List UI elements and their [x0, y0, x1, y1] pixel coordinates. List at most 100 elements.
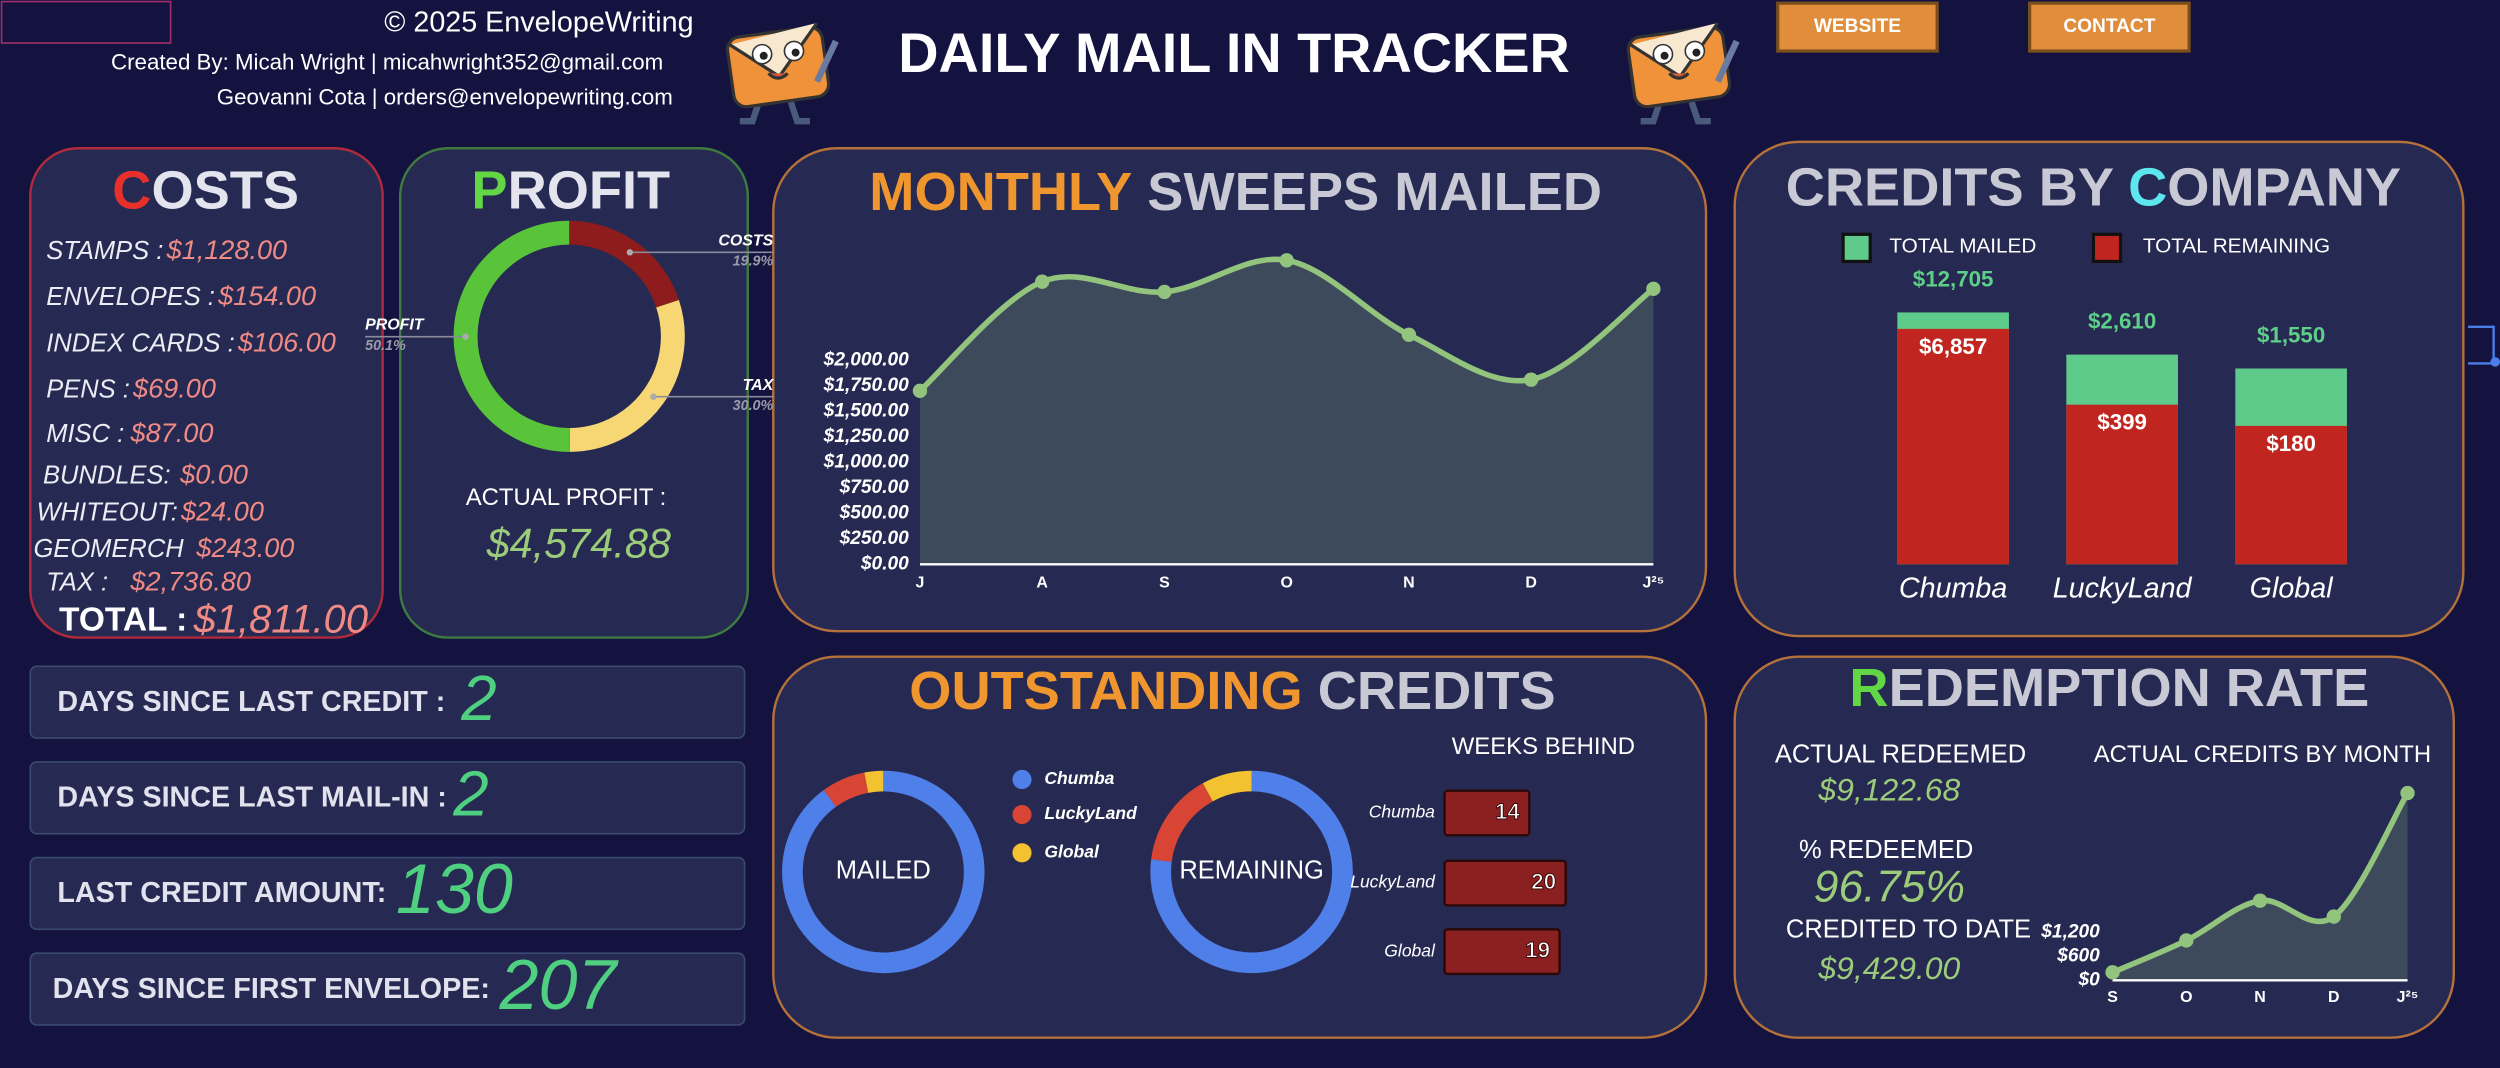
cost-label: BUNDLES: [43, 461, 171, 489]
chart-title: ACTUAL CREDITS BY MONTH [2094, 741, 2431, 768]
slice-value-label: 50.1% [365, 338, 406, 354]
stat: DAYS SINCE FIRST ENVELOPE: 207 [53, 945, 620, 1023]
category-label: Global [2250, 572, 2335, 604]
legend-marker [1012, 804, 1032, 825]
legend-label: TOTAL REMAINING [2143, 235, 2330, 258]
legend-label: TOTAL MAILED [1889, 235, 2036, 258]
cost-value: $0.00 [179, 459, 248, 490]
donut-center-label: MAILED [836, 857, 931, 885]
point [1646, 281, 1661, 297]
cost-row: INDEX CARDS : $106.00 [46, 326, 336, 357]
cost-row: PENS : $69.00 [46, 373, 216, 404]
x-tick-label: D [1525, 575, 1537, 592]
website-button[interactable] [1776, 1, 1939, 53]
chart-title: WEEKS BEHIND [1452, 733, 1635, 760]
bar [2235, 425, 2347, 565]
chart-title-part: C [2128, 158, 2167, 218]
point [2252, 893, 2268, 908]
bar [1443, 789, 1531, 837]
cost-value: $87.00 [130, 417, 214, 448]
contact-button-label[interactable]: CONTACT [2063, 16, 2155, 37]
credited-label: CREDITED TO DATE [1786, 916, 2031, 944]
point [1157, 284, 1172, 300]
x-tick-label: J²⁵ [2397, 989, 2419, 1006]
y-tick-label: $600 [2056, 945, 2100, 966]
slice-label: PROFIT [365, 317, 425, 334]
y-tick-label: $1,200 [2040, 922, 2100, 943]
point [2326, 909, 2341, 924]
category-label: Global [1384, 940, 1436, 960]
cost-value: $106.00 [237, 326, 336, 357]
cost-value: $154.00 [217, 280, 316, 311]
cost-row: MISC : $87.00 [46, 417, 213, 448]
slice-value-label: 30.0% [733, 398, 774, 414]
x-tick-label: O [1280, 575, 1292, 592]
credit-line: Created By: Micah Wright | micahwright35… [111, 50, 663, 75]
legend-label: Chumba [1044, 768, 1114, 788]
cost-label: MISC : [46, 420, 124, 448]
x-tick-label: S [1159, 575, 1170, 592]
percent-label: % REDEEMED [1799, 836, 1973, 864]
cost-label: ENVELOPES : [46, 283, 215, 311]
point [1035, 274, 1050, 289]
cost-label: WHITEOUT: [37, 498, 178, 526]
x-tick-label: J²⁵ [1643, 575, 1665, 592]
leader-dot [462, 333, 469, 340]
slice-label: TAX [743, 377, 775, 394]
stat-box [29, 856, 746, 931]
mascot [725, 21, 839, 125]
chart-title-part: SWEEPS MAILED [1132, 162, 1602, 222]
title-rest: EDEMPTION RATE [1889, 658, 2370, 718]
stat-label: LAST CREDIT AMOUNT: [57, 877, 386, 909]
point [2105, 965, 2120, 980]
bar-value-label: 14 [1495, 799, 1520, 824]
bar-value-label: $1,550 [2257, 323, 2325, 348]
website-button-label[interactable]: WEBSITE [1814, 16, 1901, 37]
chart-title-part: OMPANY [2167, 158, 2401, 218]
donut-slice [1150, 770, 1353, 974]
title-initial: C [112, 161, 151, 221]
title-initial: R [1849, 658, 1888, 718]
cost-total: TOTAL : $1,811.00 [59, 597, 368, 641]
stat-value: 2 [452, 757, 488, 829]
legend-marker [1841, 232, 1872, 264]
legend-label: LuckyLand [1044, 803, 1137, 823]
copyright: © 2025 EnvelopeWriting [384, 6, 693, 38]
legend-marker [2091, 232, 2123, 264]
contact-button[interactable] [2028, 1, 2191, 53]
bar [1897, 328, 2009, 565]
legend-marker [1012, 769, 1032, 790]
x-tick-label: N [1403, 575, 1415, 592]
chart-title-part: OUTSTANDING [909, 661, 1302, 721]
x-tick-label: N [2254, 989, 2266, 1006]
stat-box [29, 952, 746, 1026]
cost-label: TAX : [46, 568, 108, 596]
donut-slice [823, 772, 869, 808]
leader-dot [650, 393, 657, 400]
bar [2066, 404, 2178, 565]
category-label: LuckyLand [2053, 572, 2193, 604]
cost-row: WHITEOUT: $24.00 [37, 495, 264, 526]
y-tick-label: $500.00 [839, 502, 910, 523]
area [2112, 793, 2408, 981]
stat-box [29, 665, 746, 739]
x-tick-label: O [2180, 989, 2192, 1006]
redemption-title: REDEMPTION RATE [1849, 658, 2369, 718]
bar-value-label: 20 [1531, 869, 1556, 894]
bar-value-label: $2,610 [2088, 309, 2156, 334]
y-tick-label: $1,000.00 [823, 451, 909, 472]
credited-value: $9,429.00 [1817, 950, 1960, 986]
bar-value-label: $6,857 [1919, 334, 1987, 359]
chart-title-part: CREDITS [1303, 661, 1556, 721]
chart-title-part: ROFIT [508, 161, 671, 221]
mascot [1626, 21, 1740, 125]
cost-row: STAMPS : $1,128.00 [46, 234, 287, 265]
bar-value-label: 19 [1525, 938, 1550, 963]
total-label: TOTAL : [59, 602, 187, 639]
y-tick-label: $0.00 [860, 553, 909, 574]
stat-value: 130 [396, 850, 513, 928]
stat-value: 2 [460, 662, 496, 734]
leader-dot [626, 249, 634, 256]
donut-slice [782, 770, 985, 974]
stat: DAYS SINCE LAST MAIL-IN :2 [57, 757, 488, 829]
